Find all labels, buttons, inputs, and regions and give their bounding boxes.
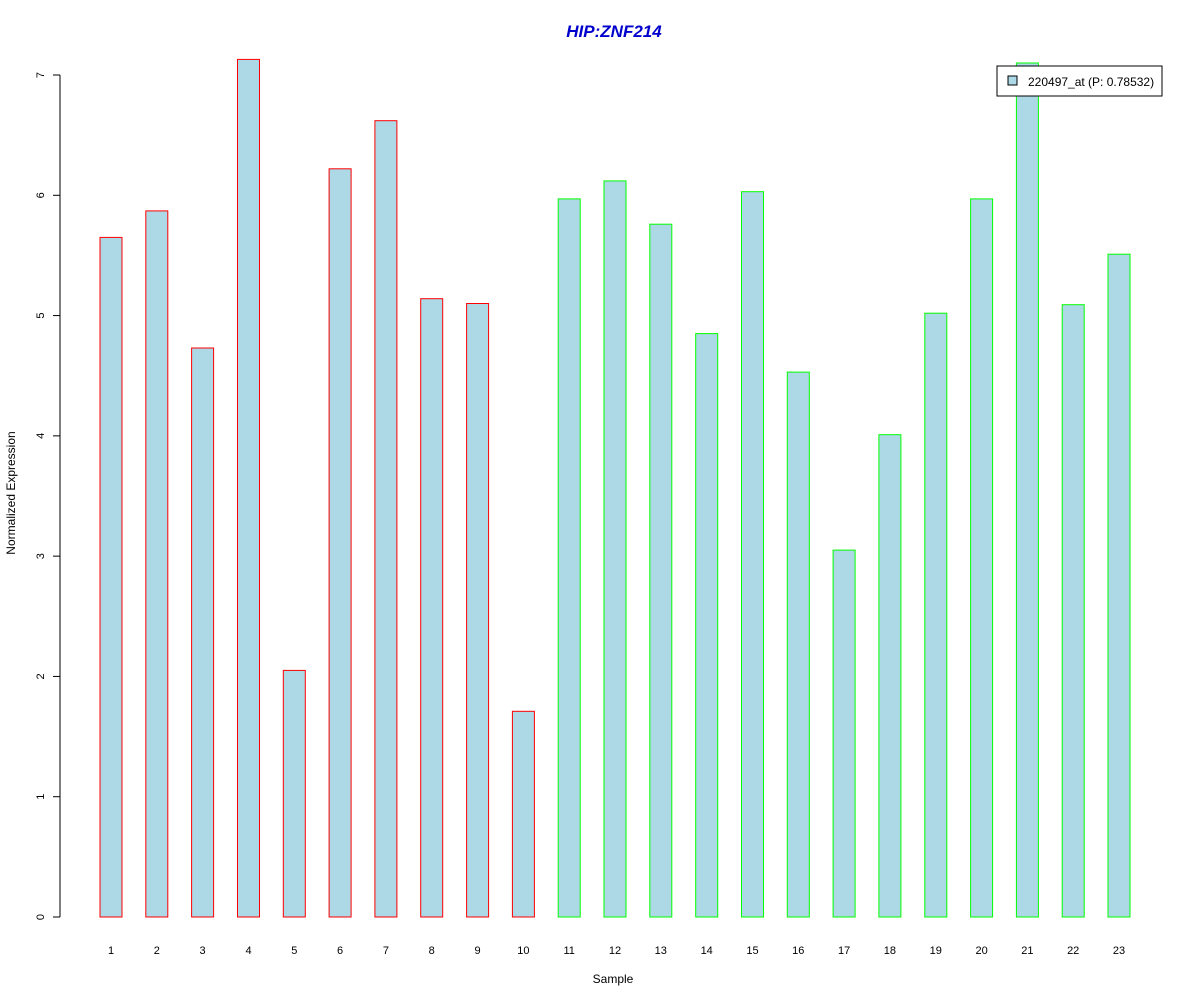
x-tick-label: 14 [701, 945, 713, 957]
x-tick-label: 2 [154, 945, 160, 957]
y-axis: 0 1 2 3 4 5 6 7 [35, 72, 61, 920]
bar-sample-16 [786, 371, 810, 918]
bar-sample-12 [603, 180, 627, 918]
bar-sample-13 [649, 223, 673, 918]
x-tick-label: 9 [475, 945, 481, 957]
x-axis-title: Sample [593, 972, 634, 986]
legend-label: 220497_at (P: 0.78532) [1028, 75, 1154, 89]
x-tick-label: 20 [975, 945, 987, 957]
y-tick-label: 0 [35, 914, 47, 920]
y-tick-label: 7 [35, 72, 47, 78]
x-tick-label: 8 [429, 945, 435, 957]
x-tick-label: 6 [337, 945, 343, 957]
x-tick-label: 18 [884, 945, 896, 957]
x-tick-label: 15 [746, 945, 758, 957]
bar-sample-3 [191, 347, 215, 918]
bar-sample-10 [511, 710, 535, 918]
bar-sample-17 [832, 549, 856, 918]
bar-sample-1 [99, 236, 123, 918]
x-tick-labels: 1 2 3 4 5 6 7 8 9 10 11 12 13 14 15 16 17 18 19 20 21 22 23 [108, 945, 1125, 957]
chart-title: HIP:ZNF214 [566, 22, 662, 41]
x-tick-label: 12 [609, 945, 621, 957]
legend: 220497_at (P: 0.78532) [996, 65, 1163, 97]
x-tick-label: 22 [1067, 945, 1079, 957]
bar-sample-11 [557, 198, 581, 918]
x-tick-label: 7 [383, 945, 389, 957]
x-tick-label: 3 [200, 945, 206, 957]
x-tick-label: 11 [563, 945, 574, 957]
bars-group [99, 58, 1131, 918]
y-tick-label: 5 [35, 313, 47, 319]
bar-sample-14 [695, 333, 719, 918]
legend-box [996, 65, 1163, 97]
bar-sample-20 [970, 198, 994, 918]
x-tick-label: 17 [838, 945, 850, 957]
x-tick-label: 19 [930, 945, 942, 957]
x-tick-label: 10 [517, 945, 529, 957]
bar-sample-5 [282, 669, 306, 918]
y-tick-label: 1 [35, 794, 47, 800]
bar-sample-23 [1107, 253, 1131, 918]
y-axis-title: Normalized Expression [4, 431, 18, 554]
bar-sample-21 [1015, 62, 1039, 918]
y-tick-label: 3 [35, 553, 47, 559]
bar-sample-19 [924, 312, 948, 918]
x-tick-label: 1 [108, 945, 114, 957]
bar-sample-8 [420, 298, 444, 918]
y-tick-label: 6 [35, 192, 47, 198]
x-tick-label: 23 [1113, 945, 1125, 957]
bar-sample-6 [328, 168, 352, 918]
x-tick-label: 16 [792, 945, 804, 957]
legend-swatch [1007, 75, 1018, 86]
bar-sample-15 [741, 191, 764, 918]
bar-sample-4 [237, 58, 260, 918]
bar-sample-22 [1061, 304, 1085, 918]
bar-sample-18 [878, 434, 902, 918]
y-tick-label: 2 [35, 673, 47, 679]
y-tick-label: 4 [35, 433, 47, 439]
x-tick-label: 21 [1021, 945, 1033, 957]
bar-sample-7 [374, 120, 398, 918]
x-tick-label: 5 [291, 945, 297, 957]
x-tick-label: 4 [245, 945, 251, 957]
bar-sample-2 [145, 210, 169, 918]
bar-sample-9 [466, 303, 490, 918]
x-tick-label: 13 [655, 945, 667, 957]
